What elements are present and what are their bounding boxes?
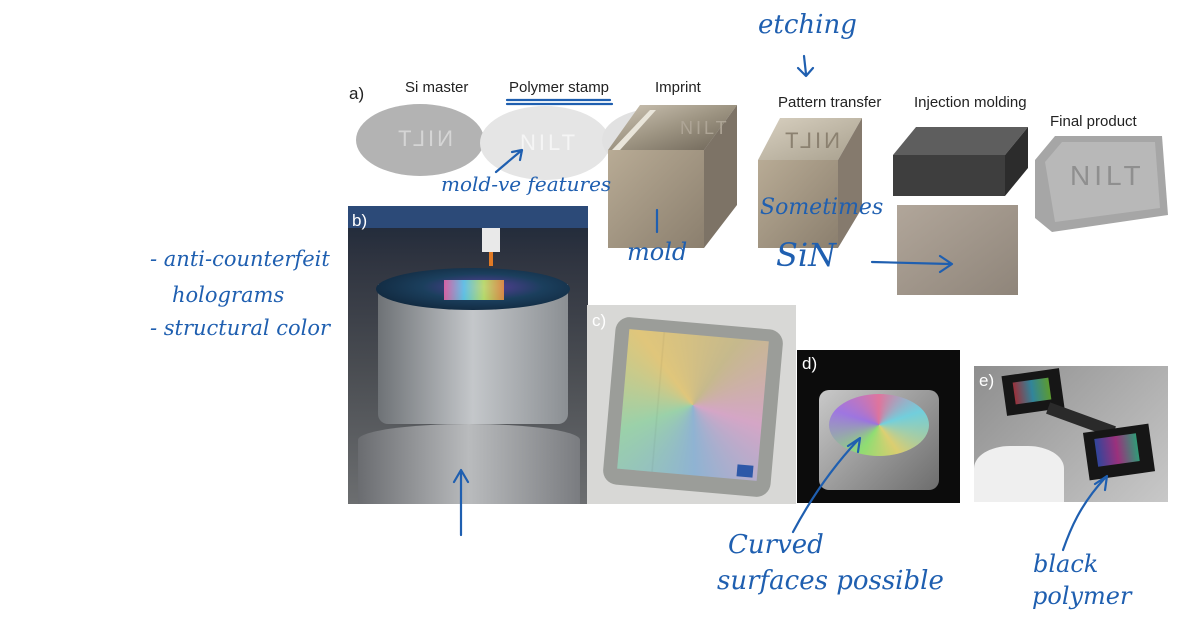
step-label-polymer-stamp: Polymer stamp xyxy=(509,79,610,96)
stamp-engraving: NILT xyxy=(520,130,579,155)
final-product-face xyxy=(1045,142,1160,222)
step-label-final-product: Final product xyxy=(1050,113,1137,130)
panel-d-letter: d) xyxy=(802,354,818,373)
injection-top-plate-right xyxy=(1005,127,1028,196)
note-surfaces-possible: surfaces possible xyxy=(717,566,944,596)
pattern-cube-right xyxy=(838,118,862,248)
pattern-cube-side xyxy=(758,160,838,248)
note-sin: SiN xyxy=(776,236,837,274)
step-label-pattern-transfer: Pattern transfer xyxy=(778,94,882,111)
note-etching: etching xyxy=(758,10,857,40)
photo-b-milling-machine xyxy=(348,206,588,504)
note-mold-features: mold-ve features xyxy=(441,172,612,196)
note-curved: Curved xyxy=(728,530,824,560)
note-mold: mold xyxy=(627,238,688,266)
pattern-engraving: NILT xyxy=(782,128,841,153)
tool-tip xyxy=(489,252,493,266)
glove-left xyxy=(974,446,1064,502)
imprint-highlight xyxy=(612,110,656,150)
panel-a-letter: a) xyxy=(349,84,365,103)
imprint-engraving: NILT xyxy=(680,118,730,138)
cylinder-base xyxy=(358,424,580,504)
note-structural-color: - structural color xyxy=(150,316,331,340)
note-black: black xyxy=(1033,550,1099,578)
panel-c-letter: c) xyxy=(592,311,607,330)
injection-top-plate-side xyxy=(893,155,1005,196)
si-master-disk xyxy=(356,104,484,176)
chip-logo xyxy=(736,464,754,478)
curved-hologram xyxy=(829,394,929,456)
panel-b-letter: b) xyxy=(352,211,368,230)
machine-top-bar xyxy=(348,206,588,228)
imprint-cube-top xyxy=(608,105,737,150)
note-sometimes: Sometimes xyxy=(760,195,884,220)
step-label-si-master: Si master xyxy=(405,79,469,96)
tool-head xyxy=(482,228,500,252)
step-label-injection-molding: Injection molding xyxy=(914,94,1027,111)
chip-hologram-grid xyxy=(617,329,769,481)
injection-bottom-block xyxy=(897,205,1018,295)
note-holograms: holograms xyxy=(172,283,285,307)
final-product-engraving: NILT xyxy=(1070,160,1145,191)
note-anti-counterfeit: - anti-counterfeit xyxy=(150,247,330,271)
imprint-cube-right xyxy=(704,105,737,248)
panel-e-letter: e) xyxy=(979,371,995,390)
polymer-chip-bottom-hologram xyxy=(1094,433,1140,467)
hologram-pattern xyxy=(444,280,504,300)
photo-c-holographic-chip xyxy=(587,305,796,504)
photo-d-curved-surface xyxy=(797,350,960,503)
photo-e-black-polymer xyxy=(974,366,1168,502)
step-label-imprint: Imprint xyxy=(655,79,701,96)
injection-top-plate xyxy=(893,127,1028,155)
note-polymer: polymer xyxy=(1032,582,1132,610)
imprint-cube-side xyxy=(608,150,704,248)
si-master-engraving: NILT xyxy=(395,126,454,151)
pattern-cube-top xyxy=(758,118,862,160)
